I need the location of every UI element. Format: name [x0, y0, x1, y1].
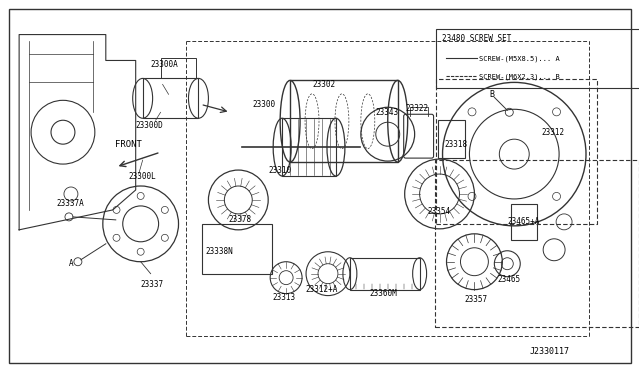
Bar	[290, 80, 397, 162]
Text: 23480 SCREW SET: 23480 SCREW SET	[442, 34, 511, 43]
Text: 23300L: 23300L	[129, 171, 156, 180]
Text: 23300D: 23300D	[136, 121, 163, 130]
Text: 23360M: 23360M	[370, 289, 397, 298]
Text: 23465+A: 23465+A	[508, 217, 540, 227]
Text: B: B	[490, 90, 494, 99]
Text: 23310: 23310	[268, 166, 291, 174]
Text: 23357: 23357	[465, 295, 488, 304]
Text: 23302: 23302	[312, 80, 335, 89]
Text: SCREW-(M6X2.3)... B: SCREW-(M6X2.3)... B	[479, 73, 560, 80]
Text: FRONT: FRONT	[115, 140, 142, 149]
Text: 23338N: 23338N	[205, 247, 233, 256]
Bar	[438, 120, 465, 158]
Text: 23322: 23322	[406, 104, 429, 113]
Text: 23337: 23337	[141, 280, 164, 289]
Text: SCREW-(M5X8.5)... A: SCREW-(M5X8.5)... A	[479, 55, 560, 62]
Text: 23343: 23343	[376, 108, 399, 117]
Bar	[202, 224, 272, 274]
Bar	[282, 118, 336, 176]
Text: 23337A: 23337A	[56, 199, 84, 208]
Text: 23313: 23313	[272, 293, 295, 302]
Text: 23312+A: 23312+A	[305, 285, 337, 294]
Bar	[143, 78, 198, 118]
Text: 23318: 23318	[445, 140, 468, 149]
Text: J2330117: J2330117	[529, 347, 569, 356]
Text: 23300A: 23300A	[150, 60, 179, 69]
Text: 23378: 23378	[228, 215, 252, 224]
Text: 23354: 23354	[428, 208, 451, 217]
Text: A: A	[69, 259, 74, 268]
Text: 23300: 23300	[252, 100, 275, 109]
Bar	[350, 258, 420, 290]
Text: 23465: 23465	[497, 275, 520, 284]
Bar	[511, 204, 537, 240]
Bar	[436, 29, 640, 89]
Text: 23312: 23312	[541, 128, 564, 137]
Bar	[161, 58, 196, 78]
